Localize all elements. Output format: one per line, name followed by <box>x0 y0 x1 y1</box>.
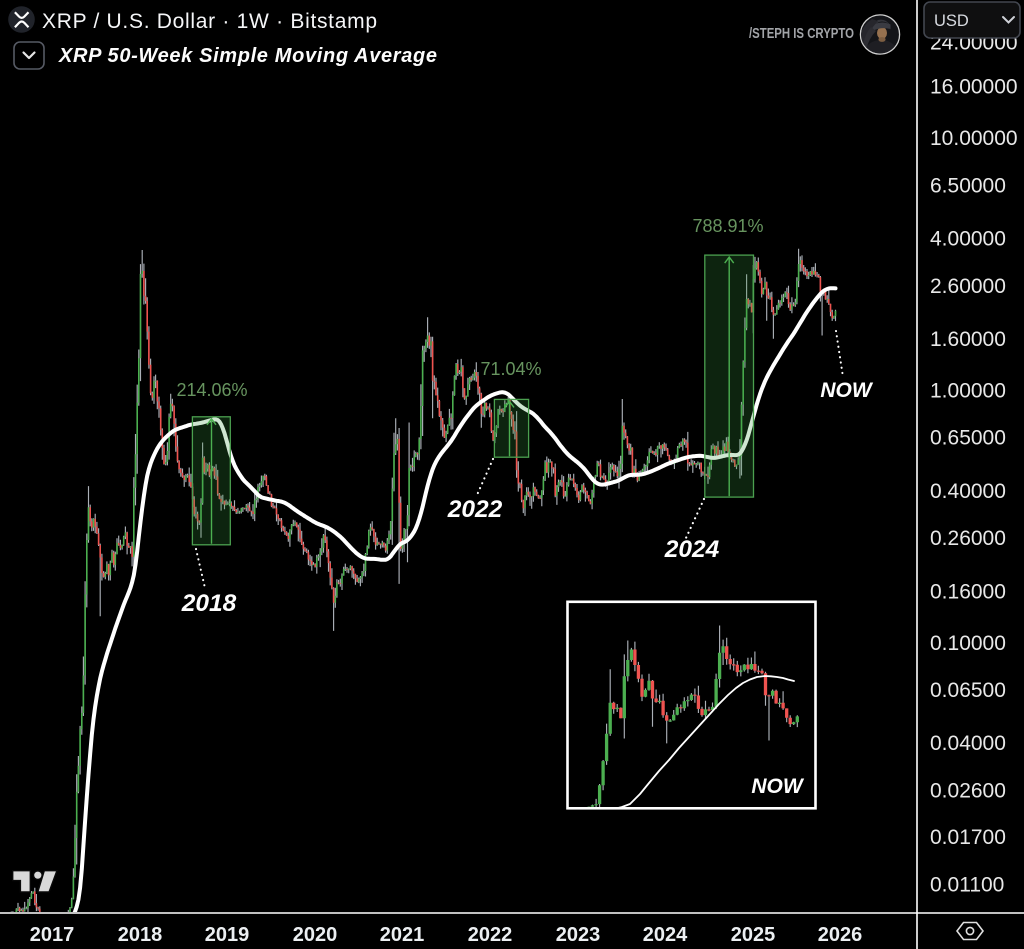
svg-text:2018: 2018 <box>118 924 163 946</box>
svg-text:2026: 2026 <box>818 924 863 946</box>
svg-text:0.10000: 0.10000 <box>930 632 1006 655</box>
svg-text:0.06500: 0.06500 <box>930 679 1006 702</box>
svg-text:2019: 2019 <box>205 924 250 946</box>
svg-text:2021: 2021 <box>380 924 425 946</box>
svg-text:6.50000: 6.50000 <box>930 174 1006 197</box>
svg-text:/STEPH IS CRYPTO: /STEPH IS CRYPTO <box>749 25 854 42</box>
svg-text:2024: 2024 <box>664 536 720 563</box>
svg-text:0.04000: 0.04000 <box>930 732 1006 755</box>
svg-text:10.00000: 10.00000 <box>930 127 1018 150</box>
svg-text:2017: 2017 <box>30 924 75 946</box>
svg-text:NOW: NOW <box>820 379 874 402</box>
svg-text:0.40000: 0.40000 <box>930 480 1006 503</box>
svg-text:0.01100: 0.01100 <box>930 874 1004 897</box>
svg-text:2022: 2022 <box>447 496 503 523</box>
svg-text:2023: 2023 <box>556 924 601 946</box>
svg-text:1.60000: 1.60000 <box>930 328 1006 351</box>
svg-text:71.04%: 71.04% <box>480 359 541 379</box>
svg-text:0.26000: 0.26000 <box>930 527 1006 550</box>
svg-text:2024: 2024 <box>643 924 688 946</box>
svg-text:4.00000: 4.00000 <box>930 228 1006 251</box>
svg-text:0.01700: 0.01700 <box>930 826 1006 849</box>
svg-text:1.00000: 1.00000 <box>930 380 1006 403</box>
svg-text:0.16000: 0.16000 <box>930 580 1006 603</box>
svg-text:XRP / U.S. Dollar · 1W · Bitst: XRP / U.S. Dollar · 1W · Bitstamp <box>42 10 377 33</box>
svg-text:214.06%: 214.06% <box>176 380 247 400</box>
svg-text:16.00000: 16.00000 <box>930 76 1018 99</box>
svg-text:2022: 2022 <box>468 924 513 946</box>
svg-text:USD: USD <box>934 12 969 30</box>
svg-text:2025: 2025 <box>731 924 776 946</box>
svg-text:XRP 50-Week Simple Moving Aver: XRP 50-Week Simple Moving Average <box>58 45 437 67</box>
svg-text:0.02600: 0.02600 <box>930 779 1006 802</box>
svg-text:NOW: NOW <box>751 775 805 798</box>
svg-text:2018: 2018 <box>181 590 237 617</box>
svg-text:788.91%: 788.91% <box>692 216 763 236</box>
svg-text:0.65000: 0.65000 <box>930 427 1006 450</box>
svg-text:2.60000: 2.60000 <box>930 275 1006 298</box>
svg-text:2020: 2020 <box>293 924 338 946</box>
